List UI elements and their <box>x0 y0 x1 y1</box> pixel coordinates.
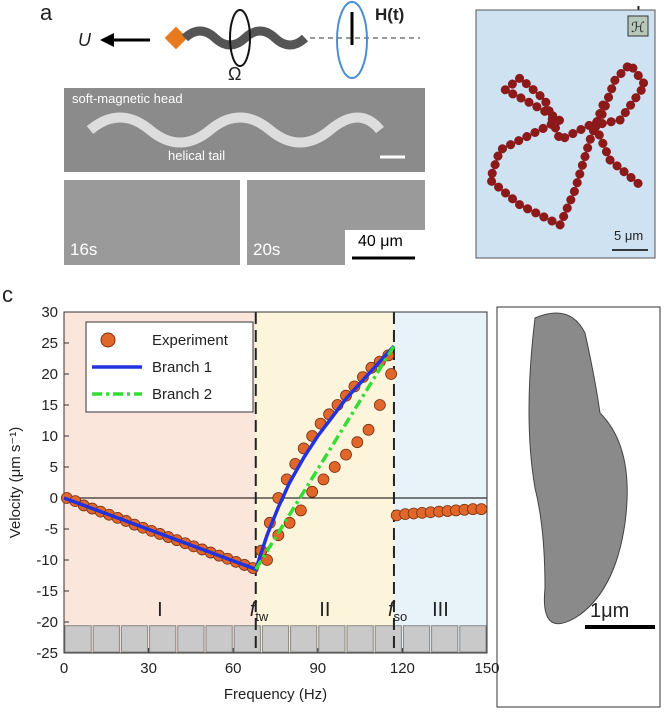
y-tick-label: -10 <box>36 552 58 569</box>
cell-shape <box>528 312 628 625</box>
thumbnail <box>459 625 487 653</box>
rotation-arrow <box>229 9 251 67</box>
threshold-label: ftw <box>250 599 269 624</box>
y-tick-label: 25 <box>41 335 58 352</box>
x-tick-label: 30 <box>140 660 157 677</box>
plot-frame <box>63 311 488 654</box>
data-point <box>340 448 352 461</box>
x-axis-label: Frequency (Hz) <box>224 686 327 703</box>
threshold-symbol: f <box>250 599 258 621</box>
y-tick-label: 0 <box>50 490 58 507</box>
thumbnail <box>205 625 233 653</box>
scale-label: 40 μm <box>358 233 403 250</box>
frame-label: 20s <box>253 240 280 259</box>
head <box>164 26 188 50</box>
threshold-subscript: tw <box>255 609 269 624</box>
x-tick-label: 0 <box>60 660 68 677</box>
series-line <box>63 344 396 572</box>
thumbnail <box>431 625 459 653</box>
threshold-symbol: f <box>388 599 396 621</box>
thumbnail <box>402 625 431 653</box>
field-label: H(t) <box>375 5 404 24</box>
thumbnail <box>346 625 374 653</box>
x-tick-label: 120 <box>390 660 415 677</box>
sem-image <box>64 88 425 172</box>
thumbnail <box>261 625 290 653</box>
icon-box <box>627 15 649 37</box>
legend-label: Experiment <box>152 332 229 349</box>
speed-label: U <box>78 30 92 50</box>
data-point <box>294 504 307 517</box>
y-tick-label: -15 <box>36 583 58 600</box>
scale-label: 5 μm <box>614 228 643 243</box>
frame-label: 16s <box>70 240 97 259</box>
head-label: soft-magnetic head <box>72 91 183 106</box>
thumbnail <box>177 625 205 653</box>
y-tick-label: -5 <box>45 521 58 538</box>
data-point <box>362 423 375 436</box>
x-tick-label: 60 <box>225 660 242 677</box>
thumbnail <box>318 625 346 653</box>
thumbnail <box>92 625 120 653</box>
x-tick-label: 90 <box>309 660 326 677</box>
threshold-subscript: so <box>394 609 408 624</box>
scale-label: 1μm <box>590 600 629 622</box>
thumbnail <box>149 625 177 653</box>
region-label: II <box>319 599 330 621</box>
data-point <box>317 473 330 486</box>
data-point <box>385 368 398 380</box>
arrow-head <box>100 33 114 47</box>
data-point <box>351 436 364 449</box>
thumbnail <box>64 625 92 653</box>
rotation-label: Ω <box>228 64 241 84</box>
region-label: III <box>432 599 449 621</box>
data-point <box>475 503 488 516</box>
series-line <box>254 345 396 571</box>
panel-label: a <box>40 0 53 25</box>
y-tick-label: 30 <box>41 304 58 321</box>
y-tick-label: 10 <box>41 428 58 445</box>
data-point <box>306 485 319 498</box>
tail-label: helical tail <box>168 148 225 163</box>
legend-label: Branch 2 <box>152 386 212 403</box>
x-tick-label: 150 <box>474 660 499 677</box>
icon: ℋ <box>631 19 645 35</box>
legend-marker <box>100 332 116 348</box>
y-tick-label: 15 <box>41 397 58 414</box>
sem-helix <box>86 112 384 148</box>
region-label: I <box>157 599 163 621</box>
data-point <box>328 461 341 473</box>
y-tick-label: 20 <box>41 366 58 383</box>
y-tick-label: 5 <box>50 459 58 476</box>
data-point <box>373 399 386 411</box>
field-ellipse <box>336 1 368 79</box>
y-tick-label: -25 <box>36 645 58 662</box>
trajectory-line <box>489 62 646 227</box>
region <box>393 312 487 653</box>
y-axis-label: Velocity (μm s⁻¹) <box>7 427 24 539</box>
legend-label: Branch 1 <box>152 359 212 376</box>
thumbnail <box>290 625 318 653</box>
panel-label: c <box>2 282 13 307</box>
thumbnail <box>120 625 149 653</box>
thumbnail <box>374 625 402 653</box>
helix <box>181 26 309 50</box>
threshold-label: fso <box>388 599 407 624</box>
y-tick-label: -20 <box>36 614 58 631</box>
frame-image <box>64 180 240 265</box>
